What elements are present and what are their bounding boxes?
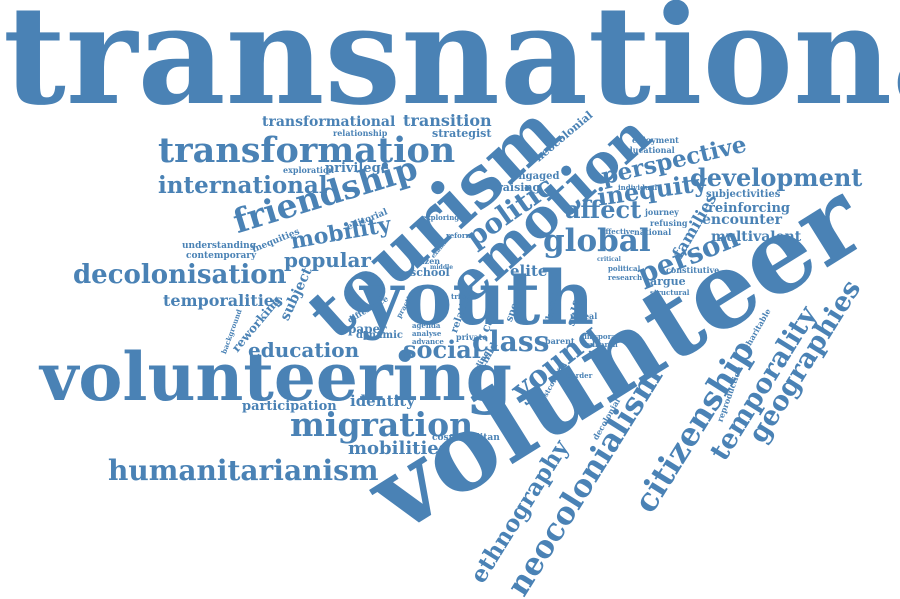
word-affect: affect [565, 195, 642, 224]
word-middle: middle [430, 264, 454, 271]
word-volunteering: volunteering [40, 338, 512, 416]
word-structural: structural [650, 288, 690, 297]
word-trip: trip [451, 292, 466, 301]
word-participation: participation [242, 399, 337, 414]
word-constitutive: constitutive [666, 265, 720, 275]
word-analyse: analyse [412, 329, 442, 338]
word-subaran: subaran [586, 340, 618, 349]
word-reform: reform [446, 231, 473, 240]
word-temporalities: temporalities [163, 291, 283, 310]
word-affective: affective [601, 227, 635, 236]
word-engaged: engaged [512, 171, 560, 182]
word-citizen: citizen [410, 256, 441, 266]
word-understanding: understanding [182, 241, 256, 251]
word-global: global [543, 223, 651, 259]
word-cosmopolitan: cosmopolitan [432, 433, 500, 443]
word-national: national [634, 227, 672, 237]
word-reveal: reveal [570, 311, 598, 321]
word-advance: advance [412, 337, 444, 346]
word-transformational: transformational [262, 114, 396, 130]
word-argue: argue [650, 275, 686, 288]
word-reinforcing: reinforcing [708, 201, 791, 216]
word-contemporary: contemporary [186, 251, 257, 261]
word-diaspora: diaspora [582, 332, 616, 341]
word-international: international [158, 172, 328, 199]
word-transnational: transnational [3, 0, 900, 136]
word-social: social [403, 335, 481, 364]
word-educational: educational [622, 145, 675, 155]
word-transformation: transformation [158, 130, 456, 171]
word-dynamic: dynamic [356, 330, 404, 341]
word-privilege: privilege [325, 161, 389, 176]
word-encounter: encounter [702, 212, 783, 228]
word-relationship: relationship [333, 128, 388, 138]
word-decolonisation: decolonisation [73, 260, 287, 290]
word-multivalent: multivalent [711, 229, 802, 245]
word-identity: identity [350, 392, 415, 410]
word-strategist: strategist [432, 127, 492, 140]
word-transition: transition [403, 111, 492, 130]
word-parent: parent [545, 336, 575, 346]
word-raising: raising [497, 181, 541, 194]
word-enjoyment: enjoyment [632, 135, 679, 145]
word-critical: critical [597, 256, 621, 263]
word-popular: popular [284, 248, 371, 272]
word-private: private [456, 332, 488, 342]
word-exploration: exploration [283, 165, 335, 175]
word-political: political [608, 264, 641, 273]
word-paper: paper [348, 322, 387, 336]
word-border: border [566, 371, 593, 380]
word-youth: youth [360, 256, 595, 342]
word-humanitarianism: humanitarianism [108, 454, 379, 487]
word-school: school [410, 266, 450, 279]
word-research: research [608, 273, 643, 282]
word-migration: migration [290, 405, 474, 444]
word-agenda: agenda [412, 321, 441, 330]
word-subjectivities: subjectivities [706, 189, 781, 200]
word-mobilities: mobilities [348, 438, 449, 459]
word-education: education [248, 338, 360, 362]
word-development: development [690, 163, 863, 192]
word-individual: individual [618, 183, 658, 192]
word-exploring: exploring [422, 213, 460, 222]
word-class: class [472, 325, 550, 358]
word-elite: elite [510, 262, 548, 280]
word-refusing: refusing [650, 218, 688, 228]
word-journey: journey [645, 207, 679, 217]
